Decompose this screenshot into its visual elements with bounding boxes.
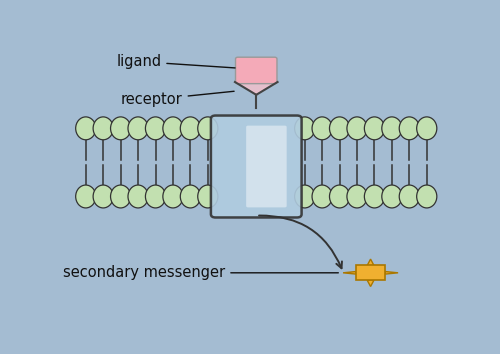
Ellipse shape [364,185,384,208]
Ellipse shape [128,185,148,208]
Ellipse shape [347,185,367,208]
Ellipse shape [180,185,201,208]
FancyBboxPatch shape [211,115,302,217]
Ellipse shape [382,117,402,140]
Ellipse shape [146,117,166,140]
FancyArrowPatch shape [259,216,342,268]
Ellipse shape [399,185,419,208]
Ellipse shape [93,117,114,140]
Ellipse shape [198,117,218,140]
Ellipse shape [330,117,349,140]
Polygon shape [386,272,398,274]
Ellipse shape [128,117,148,140]
Ellipse shape [110,185,130,208]
Text: receptor: receptor [121,91,234,107]
Ellipse shape [416,117,437,140]
Polygon shape [238,82,275,93]
Text: secondary messenger: secondary messenger [63,265,338,280]
Ellipse shape [76,117,96,140]
Ellipse shape [347,117,367,140]
FancyBboxPatch shape [236,57,277,84]
Ellipse shape [146,185,166,208]
Ellipse shape [93,185,114,208]
FancyBboxPatch shape [58,40,454,318]
Polygon shape [367,280,374,286]
Ellipse shape [330,185,349,208]
Ellipse shape [312,185,332,208]
Ellipse shape [198,185,218,208]
Ellipse shape [294,185,315,208]
Bar [356,266,386,280]
Text: ligand: ligand [116,54,235,69]
Ellipse shape [312,117,332,140]
Ellipse shape [294,117,315,140]
Polygon shape [367,259,374,266]
Ellipse shape [76,185,96,208]
FancyBboxPatch shape [246,126,286,207]
Ellipse shape [399,117,419,140]
Ellipse shape [364,117,384,140]
Ellipse shape [163,185,183,208]
Ellipse shape [382,185,402,208]
Ellipse shape [416,185,437,208]
Ellipse shape [163,117,183,140]
Ellipse shape [180,117,201,140]
Polygon shape [343,272,356,274]
Ellipse shape [110,117,130,140]
